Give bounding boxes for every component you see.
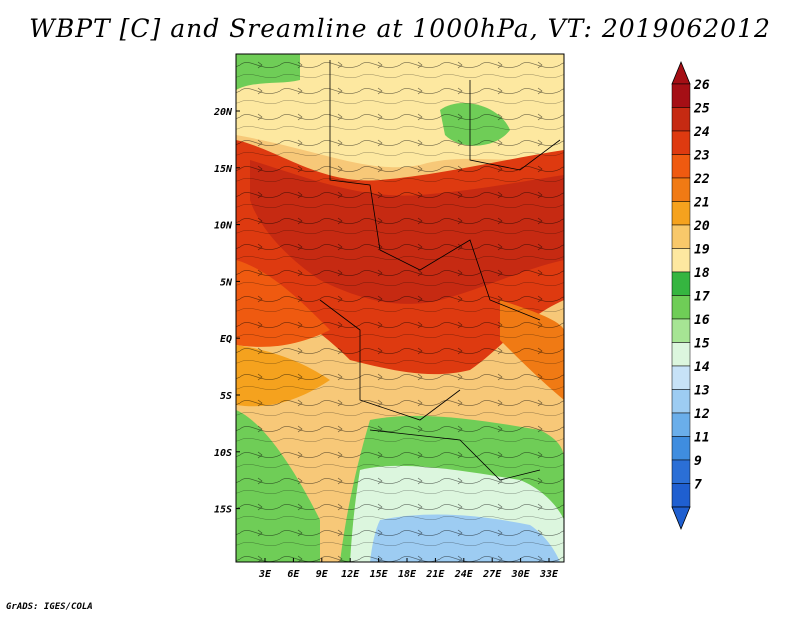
colorbar-swatch bbox=[671, 342, 691, 367]
colorbar-label: 11 bbox=[694, 431, 710, 446]
lon-tick-label: 30E bbox=[511, 569, 531, 580]
lon-tick-label: 18E bbox=[398, 569, 417, 580]
colorbar-bottom-arrow bbox=[671, 506, 691, 531]
colorbar-swatch bbox=[671, 201, 691, 226]
colorbar-swatch bbox=[671, 318, 691, 343]
colorbar-swatch bbox=[671, 177, 691, 202]
colorbar-swatch bbox=[671, 389, 691, 414]
colorbar-swatch bbox=[671, 224, 691, 249]
longitude-axis: 3E 6E 9E 12E 15E 18E 21E 24E 27E 30E 33E bbox=[258, 558, 559, 580]
lat-tick-label: 10N bbox=[214, 221, 233, 232]
colorbar-label: 18 bbox=[694, 266, 710, 281]
colorbar-label: 7 bbox=[694, 478, 702, 493]
lat-tick-label: 5S bbox=[220, 391, 232, 402]
colorbar-swatch bbox=[671, 271, 691, 296]
map-frame bbox=[235, 53, 565, 563]
colorbar-label: 14 bbox=[694, 360, 710, 375]
lon-tick-label: 21E bbox=[425, 569, 445, 580]
colorbar-swatch bbox=[671, 154, 691, 179]
colorbar-label: 21 bbox=[693, 196, 710, 211]
colorbar-label: 12 bbox=[694, 407, 710, 422]
chart-title: WBPT [C] and Sreamline at 1000hPa, VT: 2… bbox=[29, 14, 771, 43]
lon-tick-label: 3E bbox=[258, 569, 272, 580]
colorbar: 26 25 24 23 22 21 20 19 18 17 16 15 14 13 12 11 9 7 bbox=[671, 60, 710, 531]
colorbar-label: 25 bbox=[693, 102, 710, 117]
colorbar-label: 20 bbox=[693, 219, 710, 234]
colorbar-swatch bbox=[671, 295, 691, 320]
lat-tick-label: 10S bbox=[214, 448, 232, 459]
lon-tick-label: 15E bbox=[370, 569, 389, 580]
lon-tick-label: 33E bbox=[539, 569, 559, 580]
colorbar-top-arrow bbox=[671, 60, 691, 85]
colorbar-label: 24 bbox=[693, 125, 710, 140]
colorbar-swatch bbox=[671, 483, 691, 508]
lat-tick-label: 15S bbox=[214, 505, 232, 516]
lon-tick-label: 27E bbox=[482, 569, 502, 580]
colorbar-label: 26 bbox=[693, 78, 710, 93]
credit-text: GrADS: IGES/COLA bbox=[6, 602, 93, 612]
lon-tick-label: 6E bbox=[287, 569, 300, 580]
latitude-axis: 20N 15N 10N 5N EQ 5S 10S 15S bbox=[213, 107, 240, 516]
lon-tick-label: 24E bbox=[454, 569, 474, 580]
colorbar-swatch bbox=[671, 107, 691, 132]
colorbar-swatch bbox=[671, 83, 691, 108]
lat-tick-label: EQ bbox=[220, 334, 232, 345]
colorbar-label: 16 bbox=[694, 313, 710, 328]
colorbar-label: 9 bbox=[694, 454, 702, 469]
lat-tick-label: 20N bbox=[213, 107, 233, 118]
colorbar-swatch bbox=[671, 436, 691, 461]
wbpt-field bbox=[236, 54, 564, 562]
lat-tick-label: 5N bbox=[220, 277, 233, 288]
lon-tick-label: 9E bbox=[316, 569, 329, 580]
colorbar-swatch bbox=[671, 412, 691, 437]
colorbar-swatch bbox=[671, 248, 691, 273]
colorbar-swatch bbox=[671, 365, 691, 390]
colorbar-label: 22 bbox=[693, 172, 710, 187]
colorbar-swatch bbox=[671, 459, 691, 484]
colorbar-label: 13 bbox=[694, 384, 710, 399]
colorbar-label: 23 bbox=[693, 149, 710, 164]
lat-tick-label: 15N bbox=[214, 164, 233, 175]
colorbar-label: 17 bbox=[694, 290, 710, 305]
colorbar-swatch bbox=[671, 130, 691, 155]
colorbar-label: 15 bbox=[694, 337, 710, 352]
colorbar-label: 19 bbox=[694, 243, 710, 258]
lon-tick-label: 12E bbox=[341, 569, 360, 580]
